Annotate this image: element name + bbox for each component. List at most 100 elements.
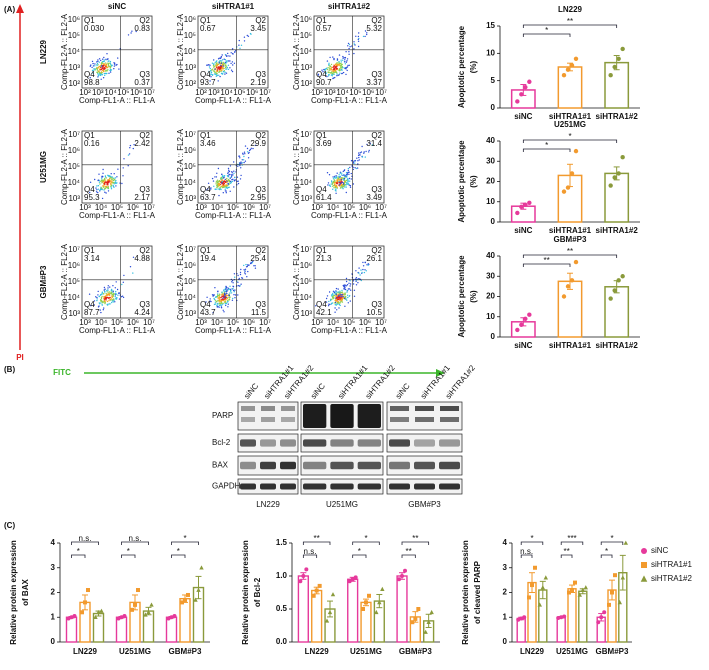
flow-event — [338, 182, 340, 184]
flow-event — [111, 301, 113, 304]
quadrant-value: 4.88 — [134, 254, 150, 263]
x-tick-label: 10⁷ — [143, 203, 155, 212]
flow-event — [341, 185, 344, 188]
quadrant-name: Q1 — [84, 131, 95, 140]
plot-frame — [197, 245, 269, 319]
blot-band — [357, 483, 381, 490]
y-tick-label: 10⁶ — [68, 15, 80, 24]
data-point — [530, 583, 534, 588]
blot-band — [240, 439, 256, 447]
plot-frame — [197, 15, 269, 89]
flow-event — [252, 260, 254, 263]
flow-event — [223, 298, 225, 300]
y-tick-label: 10⁷ — [184, 245, 196, 254]
x-tick-label: 10⁶ — [246, 88, 258, 97]
flow-event — [115, 298, 117, 300]
flow-event — [97, 73, 99, 75]
flow-event — [101, 304, 103, 306]
flow-event — [225, 291, 227, 293]
y-axis-label: (%) — [469, 290, 478, 303]
flow-event — [216, 172, 218, 174]
flow-event — [103, 59, 106, 61]
flow-event — [340, 174, 343, 176]
flow-event — [104, 181, 107, 183]
y-tick-label: 10⁴ — [184, 293, 197, 302]
blot-band — [260, 461, 276, 470]
x-axis-label: Comp-FL1-A :: FL1-A — [311, 96, 388, 105]
flow-event — [210, 69, 212, 72]
flow-event — [254, 267, 257, 269]
flow-event — [114, 181, 117, 184]
flow-event — [346, 173, 349, 175]
quadrant-name: Q1 — [200, 131, 211, 140]
lane-label: siNC — [309, 381, 327, 400]
quadrant-name: Q4 — [200, 185, 211, 194]
x-tick-label: 10² — [79, 88, 91, 97]
flow-event — [336, 291, 338, 293]
bar — [604, 286, 630, 338]
flow-event — [218, 188, 221, 191]
flow-event — [327, 67, 329, 69]
blot-band — [261, 406, 275, 411]
flow-event — [223, 70, 225, 72]
flow-event — [222, 66, 224, 69]
y-tick-label: 10⁶ — [300, 15, 312, 24]
flow-event — [339, 172, 341, 174]
flow-event — [227, 68, 230, 71]
flow-event — [106, 69, 108, 71]
flow-event — [103, 189, 105, 191]
flow-event — [207, 188, 209, 190]
quadrant-name: Q1 — [84, 16, 95, 25]
flow-event — [238, 285, 241, 287]
flow-event — [94, 68, 96, 70]
flow-event — [218, 74, 220, 77]
flow-event — [110, 181, 112, 184]
flow-event — [342, 71, 345, 74]
flow-event — [209, 80, 211, 82]
bar — [179, 597, 191, 643]
flow-event — [220, 69, 222, 71]
flow-event — [337, 63, 339, 65]
y-axis-label: Comp-FL2-A :: FL2-A — [60, 13, 69, 90]
flow-event — [102, 172, 104, 174]
flow-event — [337, 177, 339, 180]
x-tick-label: 10³ — [311, 203, 323, 212]
y-tick-label: 10⁷ — [68, 130, 80, 139]
flow-event — [118, 68, 120, 70]
data-point — [610, 590, 614, 595]
flow-event — [329, 299, 332, 301]
quadrant-value: 0.030 — [84, 24, 105, 33]
blot-band — [281, 417, 295, 422]
flow-event — [227, 183, 229, 185]
data-point — [616, 56, 621, 61]
x-tick-label: 10⁷ — [143, 88, 155, 97]
data-point — [573, 259, 579, 265]
data-point — [361, 607, 365, 611]
flow-event — [221, 186, 224, 189]
flow-event — [225, 302, 228, 305]
flow-event — [340, 298, 342, 300]
flow-event — [214, 73, 216, 75]
flow-event — [230, 69, 233, 71]
flow-event — [244, 160, 247, 162]
flow-event — [104, 290, 106, 293]
y-tick-label: 0 — [503, 637, 508, 646]
flow-event — [94, 63, 96, 65]
plot-frame — [313, 130, 385, 204]
data-point — [519, 616, 524, 621]
bar — [567, 588, 577, 643]
flow-event — [109, 62, 111, 64]
flow-event — [231, 172, 233, 174]
flow-event — [335, 287, 338, 290]
flow-event — [129, 147, 131, 149]
flow-event — [233, 172, 235, 174]
flow-event — [103, 56, 105, 59]
flow-event — [111, 180, 113, 182]
x-tick-label: 10⁷ — [259, 318, 271, 327]
flow-event — [230, 181, 232, 184]
data-point — [543, 575, 548, 580]
flow-event — [340, 184, 342, 187]
flow-event — [108, 180, 111, 182]
flow-event — [109, 286, 111, 288]
